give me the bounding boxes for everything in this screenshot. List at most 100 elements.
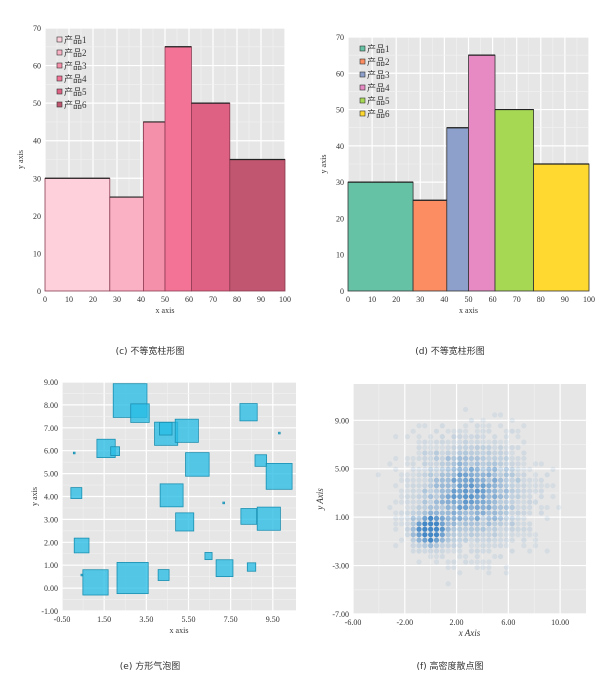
density-point — [393, 526, 399, 532]
density-point — [398, 477, 405, 483]
density-point — [527, 483, 533, 489]
density-point — [515, 466, 521, 472]
density-point — [532, 532, 539, 538]
density-point — [439, 488, 445, 494]
density-point — [398, 521, 405, 527]
density-point — [410, 521, 416, 527]
density-point — [521, 537, 527, 543]
density-point — [480, 521, 486, 527]
density-point — [398, 472, 405, 478]
density-point — [486, 466, 492, 472]
density-point — [457, 450, 463, 456]
density-point — [509, 461, 515, 467]
density-point — [474, 543, 480, 549]
density-point — [410, 483, 416, 489]
density-point — [393, 515, 399, 521]
density-point — [497, 543, 504, 549]
density-point — [451, 483, 457, 489]
density-point — [457, 521, 463, 527]
density-point — [445, 564, 451, 570]
density-point — [398, 488, 405, 494]
density-point — [474, 444, 480, 451]
density-point — [492, 543, 498, 549]
density-point — [509, 472, 515, 478]
square-bubble — [174, 418, 199, 443]
density-point — [416, 483, 422, 489]
density-point — [439, 423, 445, 429]
density-point — [527, 548, 533, 554]
density-point — [410, 526, 416, 532]
y-tick-label: 30 — [336, 178, 344, 187]
density-point — [527, 466, 533, 472]
density-point — [497, 510, 504, 516]
density-point — [404, 521, 410, 527]
density-point — [509, 483, 515, 489]
density-point — [532, 477, 539, 483]
density-point — [497, 515, 504, 521]
legend-label: 产品2 — [64, 47, 87, 58]
density-point — [497, 521, 504, 527]
density-point — [509, 493, 515, 500]
density-point — [474, 477, 480, 483]
density-point — [532, 483, 539, 489]
density-point — [480, 483, 486, 489]
density-point — [439, 548, 445, 554]
legend-label: 产品5 — [367, 95, 390, 106]
density-point — [492, 526, 498, 532]
density-point — [428, 510, 434, 516]
y-tick-label: 5.00 — [44, 470, 58, 479]
bar-产品4 — [164, 46, 192, 292]
density-point — [515, 434, 521, 440]
density-point — [521, 483, 527, 489]
density-point — [468, 504, 475, 511]
density-point — [492, 412, 498, 418]
density-point — [527, 532, 533, 538]
density-point — [544, 504, 550, 511]
density-point — [486, 537, 492, 543]
x-tick-label: 50 — [465, 295, 473, 304]
density-point — [439, 515, 445, 521]
density-point — [433, 493, 440, 500]
density-point — [398, 499, 405, 505]
square-bubble — [116, 562, 149, 595]
density-point — [393, 499, 399, 505]
density-point — [445, 444, 451, 451]
density-point — [457, 499, 463, 505]
x-tick-label: -2.00 — [396, 618, 413, 627]
y-tick-label: 40 — [33, 137, 41, 146]
density-point — [416, 515, 422, 521]
density-point — [433, 559, 440, 565]
density-point — [521, 543, 527, 549]
density-point — [463, 472, 469, 478]
density-point — [433, 472, 440, 478]
density-point — [515, 444, 521, 451]
density-point — [451, 466, 457, 472]
density-point — [486, 444, 492, 451]
legend-label: 产品3 — [367, 69, 390, 80]
x-tick-label: 10 — [368, 295, 376, 304]
density-point — [492, 510, 498, 516]
density-point — [509, 548, 515, 554]
density-point — [486, 483, 492, 489]
density-point — [451, 521, 457, 527]
density-point — [433, 532, 440, 538]
x-tick-label: 1.50 — [97, 615, 111, 624]
density-point — [433, 504, 440, 511]
legend-label: 产品6 — [367, 108, 390, 119]
density-point — [509, 521, 515, 527]
density-point — [515, 472, 521, 478]
caption-c: (c) 不等宽柱形图 — [115, 347, 185, 357]
legend-label: 产品2 — [367, 56, 390, 67]
density-point — [480, 461, 486, 467]
y-tick-label: 4.00 — [44, 493, 58, 502]
x-tick-label: 60 — [489, 295, 497, 304]
density-point — [509, 537, 515, 543]
density-point — [474, 515, 480, 521]
density-point — [544, 483, 550, 489]
density-point — [515, 510, 521, 516]
density-point — [457, 543, 463, 549]
x-tick-label: 7.50 — [224, 615, 238, 624]
density-point — [463, 510, 469, 516]
density-point — [445, 532, 451, 538]
legend-swatch — [359, 58, 366, 65]
